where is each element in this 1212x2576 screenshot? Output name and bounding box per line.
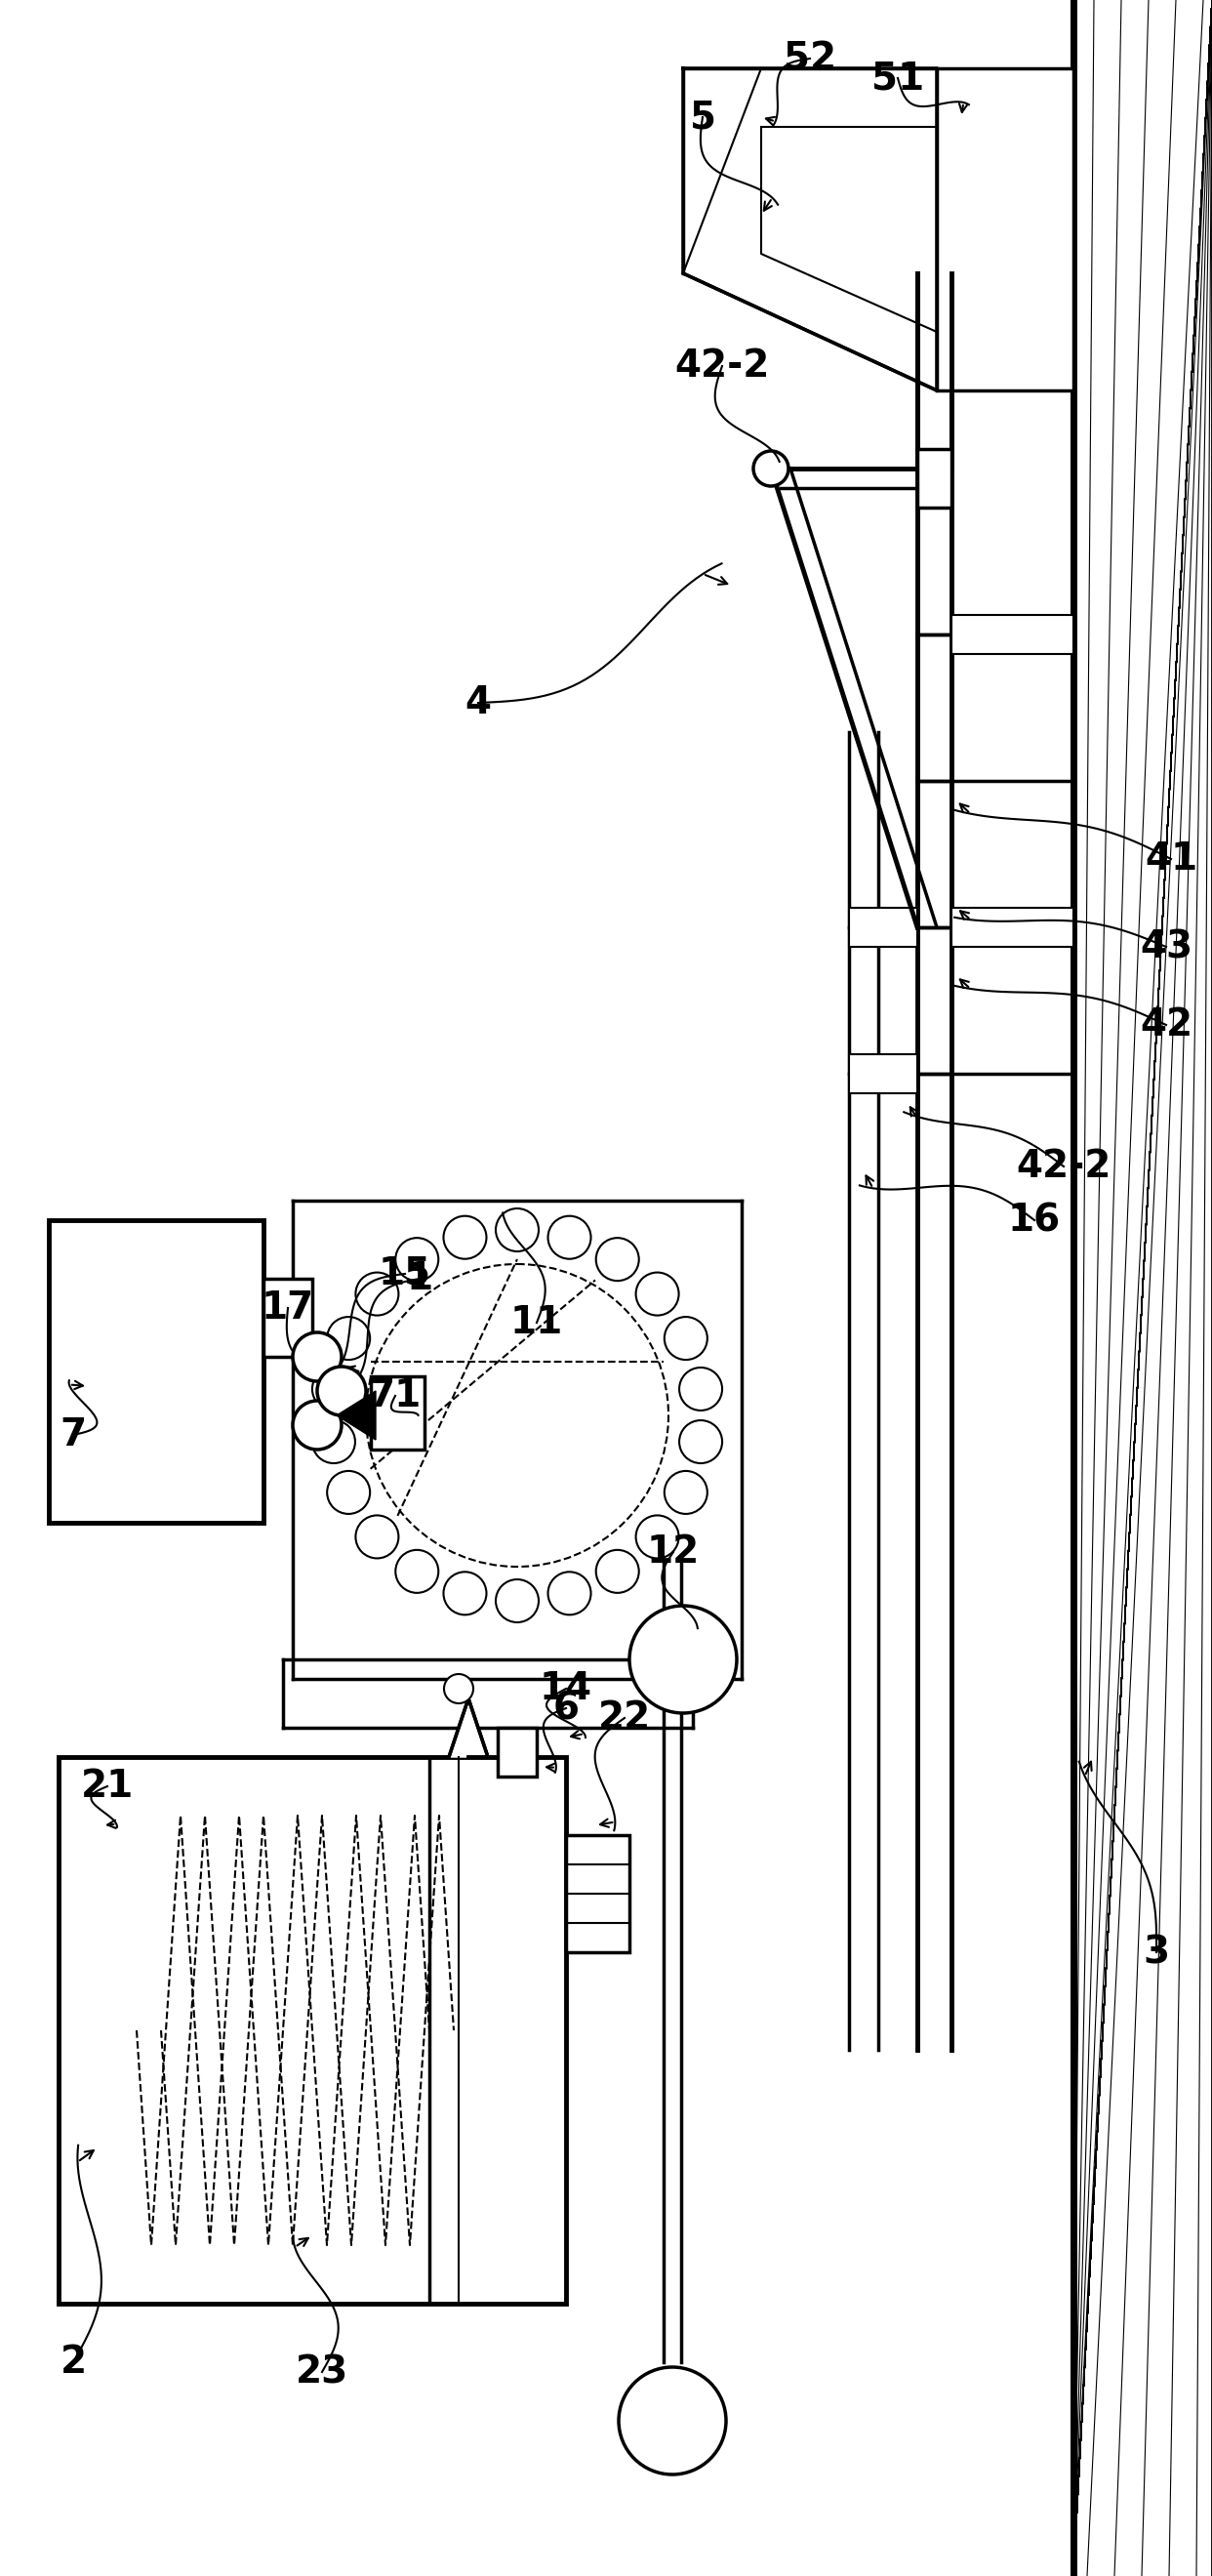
Circle shape — [355, 1515, 399, 1558]
Text: 3: 3 — [1143, 1935, 1170, 1971]
Circle shape — [664, 1316, 708, 1360]
Text: 16: 16 — [1008, 1200, 1060, 1239]
Circle shape — [444, 1674, 473, 1703]
Polygon shape — [448, 1698, 488, 1757]
Text: 17: 17 — [262, 1291, 314, 1327]
Text: 42: 42 — [1139, 1007, 1193, 1043]
Circle shape — [596, 1239, 639, 1280]
Polygon shape — [337, 1391, 376, 1440]
Text: 5: 5 — [690, 98, 716, 137]
Circle shape — [636, 1273, 679, 1316]
Circle shape — [496, 1208, 538, 1252]
Circle shape — [293, 1332, 342, 1381]
Text: 41: 41 — [1144, 840, 1197, 878]
Text: 7: 7 — [59, 1417, 86, 1453]
Circle shape — [636, 1515, 679, 1558]
Bar — [263, 1278, 313, 1358]
Circle shape — [754, 451, 789, 487]
Circle shape — [679, 1368, 722, 1412]
Text: 4: 4 — [465, 685, 491, 721]
Bar — [951, 907, 1074, 948]
Bar — [566, 1834, 629, 1953]
Circle shape — [618, 2367, 726, 2476]
Circle shape — [318, 1368, 366, 1414]
Circle shape — [327, 1471, 370, 1515]
Circle shape — [293, 1401, 342, 1450]
Text: 51: 51 — [871, 59, 925, 98]
Text: 12: 12 — [647, 1533, 699, 1571]
Circle shape — [395, 1551, 439, 1592]
Bar — [48, 1221, 263, 1522]
Text: 52: 52 — [783, 41, 836, 77]
Text: 11: 11 — [510, 1303, 564, 1342]
Text: 43: 43 — [1139, 927, 1193, 966]
Circle shape — [444, 1216, 486, 1260]
Text: 1: 1 — [406, 1260, 433, 1298]
Circle shape — [355, 1273, 399, 1316]
Text: 42-2: 42-2 — [675, 348, 770, 384]
Circle shape — [395, 1239, 439, 1280]
Text: 71: 71 — [368, 1378, 422, 1414]
Bar — [848, 1054, 917, 1092]
Text: 2: 2 — [59, 2344, 86, 2380]
Circle shape — [596, 1551, 639, 1592]
Text: 21: 21 — [81, 1767, 133, 1806]
Bar — [937, 70, 1074, 392]
Circle shape — [679, 1419, 722, 1463]
Text: 22: 22 — [598, 1700, 651, 1736]
Text: 14: 14 — [539, 1669, 593, 1708]
Text: 6: 6 — [553, 1690, 579, 1726]
Circle shape — [313, 1368, 355, 1412]
Bar — [371, 1376, 424, 1450]
Circle shape — [313, 1419, 355, 1463]
Circle shape — [548, 1571, 591, 1615]
Text: 15: 15 — [378, 1255, 431, 1293]
Bar — [951, 616, 1074, 654]
Polygon shape — [684, 70, 937, 392]
Circle shape — [327, 1316, 370, 1360]
Bar — [498, 1728, 537, 1777]
Bar — [848, 907, 917, 948]
Circle shape — [444, 1571, 486, 1615]
Circle shape — [664, 1471, 708, 1515]
Polygon shape — [684, 70, 937, 392]
Text: 23: 23 — [296, 2354, 349, 2391]
Bar — [58, 1757, 566, 2303]
Circle shape — [496, 1579, 538, 1623]
Text: 42-2: 42-2 — [1016, 1149, 1111, 1185]
Bar — [917, 448, 951, 507]
Circle shape — [629, 1605, 737, 1713]
Circle shape — [548, 1216, 591, 1260]
